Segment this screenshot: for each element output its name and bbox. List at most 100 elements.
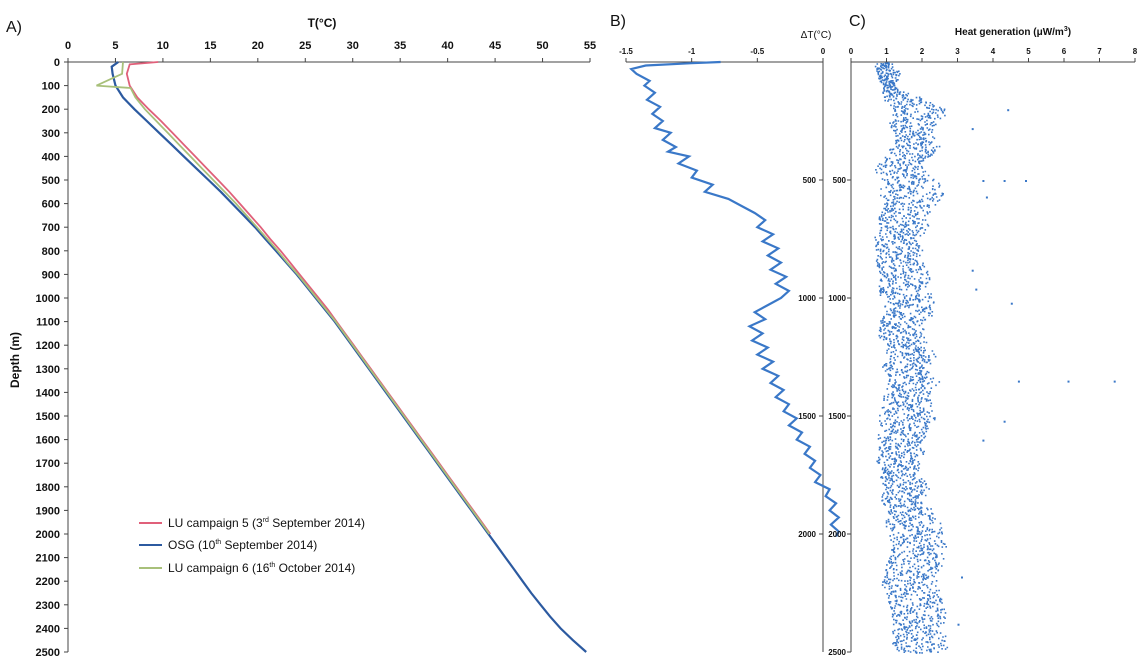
legend-text-rest: September 2014) xyxy=(269,516,365,530)
panel-a-legend: LU campaign 5 (3rd September 2014) OSG (… xyxy=(139,516,365,575)
panel-a-x-axis-title: T(°C) xyxy=(308,16,337,30)
x-tick-label: 35 xyxy=(394,40,406,52)
x-tick-label: 0 xyxy=(849,47,854,56)
y-tick-label: 1500 xyxy=(36,411,60,423)
scatter-outlier xyxy=(985,196,988,199)
legend-text-rest: September 2014) xyxy=(221,538,317,552)
scatter-outlier xyxy=(982,180,985,182)
panel-b: B) ΔT(°C) -1.5 -1 -0.5 0 500 1000 1500 2000 xyxy=(610,13,841,652)
svg-text:LU campaign 6 (16th October 20: LU campaign 6 (16th October 2014) xyxy=(168,561,355,575)
y-tick-label: 500 xyxy=(42,175,60,187)
y-tick-label: 2000 xyxy=(828,530,846,539)
scatter-outlier xyxy=(1010,302,1013,305)
scatter-outlier xyxy=(975,288,978,291)
y-tick-label: 1000 xyxy=(828,294,846,303)
scatter-outlier xyxy=(1113,380,1116,383)
panel-c-label: C) xyxy=(849,13,866,30)
x-tick-label: 5 xyxy=(112,40,118,52)
y-tick-label: 900 xyxy=(42,269,60,281)
y-tick-label: 700 xyxy=(42,222,60,234)
x-tick-label: 3 xyxy=(955,47,960,56)
panel-b-series xyxy=(629,60,841,537)
y-tick-label: 1500 xyxy=(828,412,846,421)
svg-text:LU campaign 5 (3rd September 2: LU campaign 5 (3rd September 2014) xyxy=(168,516,365,530)
legend-item: OSG (10th September 2014) xyxy=(139,538,317,552)
y-tick-label: 1100 xyxy=(36,317,60,329)
scatter-outlier xyxy=(1025,180,1027,182)
y-tick-label: 600 xyxy=(42,199,60,211)
x-tick-label: 0 xyxy=(65,40,71,52)
panel-c-x-axis-title: Heat generation (μW/m3) xyxy=(955,26,1071,38)
legend-text: LU campaign 6 (16 xyxy=(168,561,270,575)
scatter-outlier xyxy=(1003,180,1006,182)
legend-sup: rd xyxy=(263,517,269,524)
y-tick-label: 1200 xyxy=(36,340,60,352)
x-tick-label: 55 xyxy=(584,40,596,52)
panel-c-x-title-pre: Heat generation ( xyxy=(955,27,1037,38)
panel-c-x-title-mid: W/m xyxy=(1043,27,1064,38)
y-tick-label: 2000 xyxy=(798,530,816,539)
legend-sup: th xyxy=(269,562,275,569)
y-tick-label: 100 xyxy=(42,81,60,93)
legend-text: OSG (10 xyxy=(168,538,216,552)
x-tick-label: 6 xyxy=(1062,47,1067,56)
y-tick-label: 200 xyxy=(42,104,60,116)
y-tick-label: 500 xyxy=(803,176,817,185)
y-tick-label: 2300 xyxy=(36,600,60,612)
x-tick-label: 20 xyxy=(252,40,264,52)
y-tick-label: 1800 xyxy=(36,482,60,494)
y-tick-label: 500 xyxy=(833,176,847,185)
x-tick-label: -0.5 xyxy=(750,47,764,56)
y-tick-label: 2500 xyxy=(36,647,60,659)
x-tick-label: 2 xyxy=(920,47,925,56)
scatter-outlier xyxy=(971,128,974,131)
panel-a-label: A) xyxy=(6,19,22,36)
y-tick-label: 1700 xyxy=(36,458,60,470)
panel-a-x-ticks: 0 5 10 15 20 25 30 35 40 45 50 55 xyxy=(65,40,596,62)
legend-text: LU campaign 5 (3 xyxy=(168,516,263,530)
x-tick-label: -1 xyxy=(688,47,696,56)
scatter-outlier xyxy=(1003,420,1006,423)
y-tick-label: 1400 xyxy=(36,387,60,399)
x-tick-label: 10 xyxy=(157,40,169,52)
x-tick-label: 15 xyxy=(204,40,216,52)
scatter-outlier xyxy=(957,623,960,626)
legend-item: LU campaign 6 (16th October 2014) xyxy=(139,561,355,575)
panel-a-y-ticks: 0 100 200 300 400 500 600 700 800 900 1000 1100 1200… xyxy=(36,57,68,659)
scatter-outlier xyxy=(1017,380,1020,383)
y-tick-label: 0 xyxy=(54,57,60,69)
x-tick-label: 8 xyxy=(1133,47,1138,56)
panel-b-x-ticks: -1.5 -1 -0.5 0 xyxy=(619,47,826,62)
y-tick-label: 2100 xyxy=(36,553,60,565)
series-line xyxy=(96,61,491,535)
panel-a-series xyxy=(96,61,587,653)
x-tick-label: -1.5 xyxy=(619,47,633,56)
panel-c-x-title-sup: 3 xyxy=(1064,26,1068,33)
x-tick-label: 45 xyxy=(489,40,501,52)
y-tick-label: 1000 xyxy=(36,293,60,305)
svg-text:OSG (10th September 2014): OSG (10th September 2014) xyxy=(168,538,317,552)
panel-b-label: B) xyxy=(610,13,626,30)
panel-c-x-title-mu: μ xyxy=(1037,27,1043,38)
panel-a-y-axis-title: Depth (m) xyxy=(8,332,22,388)
scatter-outlier xyxy=(1067,380,1070,383)
x-tick-label: 30 xyxy=(347,40,359,52)
series-line xyxy=(629,60,841,537)
y-tick-label: 1300 xyxy=(36,364,60,376)
x-tick-label: 7 xyxy=(1097,47,1102,56)
y-tick-label: 1500 xyxy=(798,412,816,421)
panel-c-series xyxy=(874,62,1116,654)
y-tick-label: 800 xyxy=(42,246,60,258)
scatter-outlier xyxy=(971,269,974,272)
scatter-outlier xyxy=(961,576,963,579)
y-tick-label: 2200 xyxy=(36,576,60,588)
panel-c-x-title-post: ) xyxy=(1068,27,1071,38)
x-tick-label: 5 xyxy=(1026,47,1031,56)
scatter-outlier xyxy=(1007,109,1010,112)
y-tick-label: 1600 xyxy=(36,435,60,447)
x-tick-label: 50 xyxy=(536,40,548,52)
y-tick-label: 400 xyxy=(42,151,60,163)
scatter-outlier xyxy=(982,439,985,442)
y-tick-label: 1000 xyxy=(798,294,816,303)
